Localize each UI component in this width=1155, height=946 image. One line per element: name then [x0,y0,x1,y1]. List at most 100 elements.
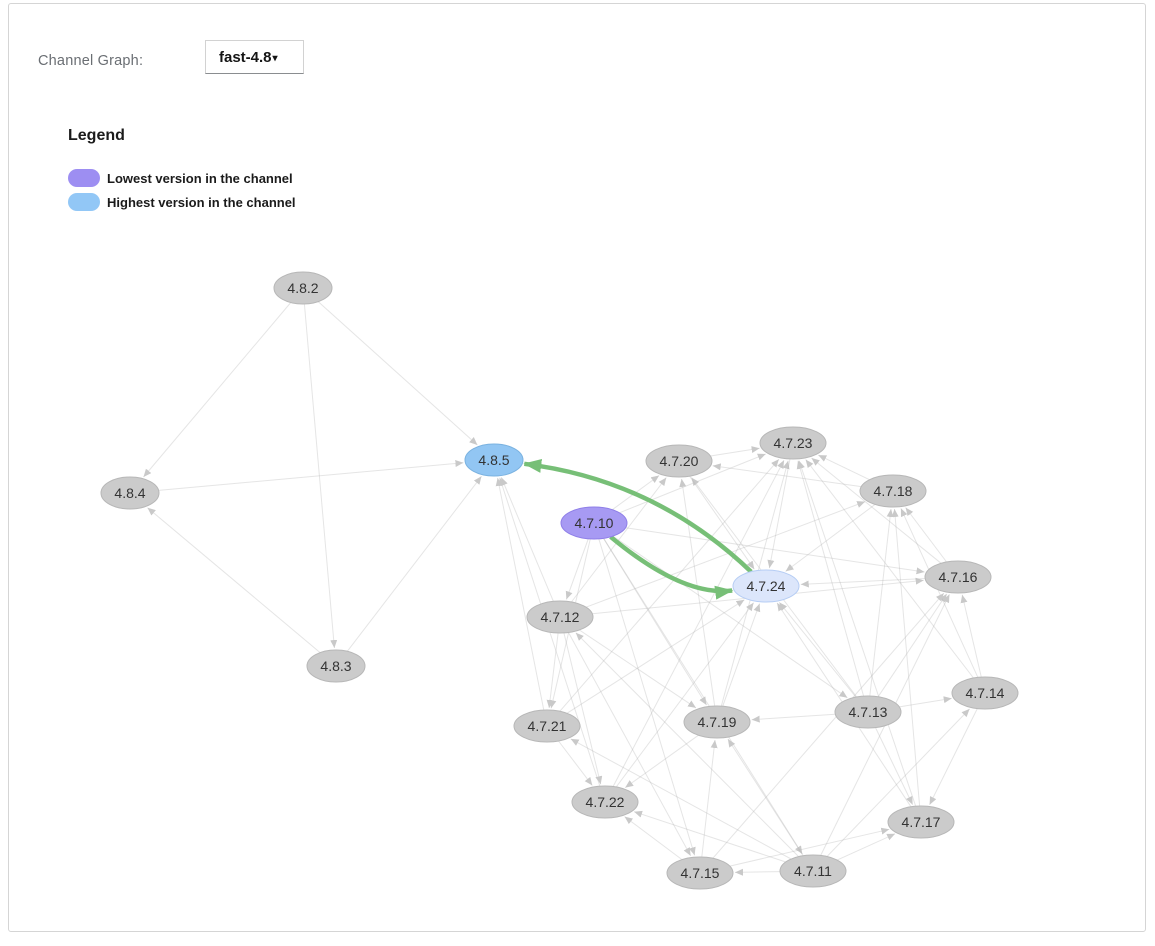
node-label: 4.7.19 [698,714,737,730]
node-label: 4.7.11 [794,863,832,879]
graph-edge-4.7.10-4.7.11 [603,538,803,855]
graph-edge-4.7.21-4.8.5 [495,477,545,711]
graph-edge-4.8.2-4.8.5 [317,301,478,446]
graph-node-4.8.5[interactable]: 4.8.5 [464,443,524,477]
node-ellipse [560,506,628,540]
node-label: 4.7.12 [541,609,580,625]
graph-edge-4.7.21-4.7.23 [559,458,780,712]
update-path-edge-4.7.10-4.7.24 [609,535,734,600]
graph-node-4.7.13[interactable]: 4.7.13 [834,695,902,729]
update-path-edge-4.7.24-4.8.5 [523,458,753,574]
legend-title: Legend [68,127,125,144]
channel-graph-label: Channel Graph: [38,53,144,69]
node-ellipse [273,271,333,305]
graph-node-4.7.16[interactable]: 4.7.16 [924,560,992,594]
graph-edge-4.7.14-4.7.17 [929,708,978,805]
graph-node-4.7.23[interactable]: 4.7.23 [759,426,827,460]
node-ellipse [859,474,927,508]
graph-edge-4.7.17-4.7.23 [798,460,917,807]
node-label: 4.7.14 [966,685,1005,701]
node-ellipse [571,785,639,819]
graph-edge-4.7.12-4.7.21 [546,632,559,709]
node-ellipse [666,856,734,890]
highest-version-swatch [68,193,100,211]
graph-edge-4.7.11-4.7.22 [633,810,786,863]
graph-edge-4.7.13-4.7.16 [877,593,948,698]
node-label: 4.7.21 [528,718,567,734]
graph-edge-4.7.10-4.7.15 [598,538,696,856]
node-label: 4.7.23 [774,435,813,451]
edges-layer [143,301,982,876]
graph-node-4.8.4[interactable]: 4.8.4 [100,476,160,510]
graph-edge-4.8.3-4.8.4 [147,507,321,653]
node-ellipse [100,476,160,510]
graph-edge-4.7.10-4.7.13 [612,535,848,699]
graph-edge-4.7.18-4.7.24 [785,503,876,572]
node-ellipse [951,676,1019,710]
graph-edge-4.7.15-4.7.17 [729,827,890,867]
node-ellipse [464,443,524,477]
graph-edge-4.7.11-4.7.21 [570,738,792,860]
graph-edge-4.7.11-4.7.15 [734,868,781,876]
graph-edge-4.7.11-4.7.17 [836,833,896,861]
graph-edge-4.7.19-4.7.24 [722,603,761,707]
node-label: 4.7.15 [681,865,720,881]
graph-edge-4.7.22-4.7.24 [615,602,755,788]
graph-edge-4.7.10-4.7.12 [565,538,589,600]
graph-edge-4.7.18-4.7.23 [818,454,870,481]
graph-node-4.7.18[interactable]: 4.7.18 [859,474,927,508]
graph-edge-4.7.17-4.7.18 [891,508,921,807]
graph-edge-4.7.13-4.7.19 [751,713,836,723]
node-label: 4.8.3 [320,658,351,674]
legend-item-highest: Highest version in the channel [68,193,296,211]
graph-edge-4.8.3-4.8.5 [346,475,482,652]
node-label: 4.7.16 [939,569,978,585]
graph-node-4.7.22[interactable]: 4.7.22 [571,785,639,819]
legend-item-label: Highest version in the channel [107,194,296,210]
graph-edge-4.7.11-4.7.14 [826,708,970,857]
graph-node-4.7.19[interactable]: 4.7.19 [683,705,751,739]
graph-node-4.7.17[interactable]: 4.7.17 [887,805,955,839]
graph-edge-4.7.19-4.7.20 [679,478,716,707]
graph-node-4.8.2[interactable]: 4.8.2 [273,271,333,305]
lowest-version-swatch [68,169,100,187]
graph-edge-4.7.10-4.7.19 [603,538,707,706]
graph-edge-4.7.11-4.7.12 [575,632,799,857]
node-label: 4.7.18 [874,483,913,499]
channel-graph-card [8,3,1146,932]
graph-node-4.7.21[interactable]: 4.7.21 [513,709,581,743]
graph-edge-4.7.14-4.7.23 [805,459,974,679]
node-ellipse [683,705,751,739]
graph-edge-4.7.13-4.7.14 [899,696,952,708]
node-ellipse [887,805,955,839]
graph-edge-4.7.12-4.8.5 [500,477,554,602]
node-label: 4.7.10 [575,515,614,531]
node-label: 4.8.5 [478,452,509,468]
graph-node-4.7.10[interactable]: 4.7.10 [560,506,628,540]
graph-node-4.7.12[interactable]: 4.7.12 [526,600,594,634]
graph-edge-4.7.16-4.7.23 [811,457,942,564]
node-ellipse [924,560,992,594]
caret-down-icon: ▾ [272,52,278,64]
graph-edge-4.7.12-4.7.15 [568,632,692,857]
graph-edge-4.7.14-4.7.16 [960,594,982,678]
graph-edge-4.7.13-4.7.18 [869,508,894,697]
graph-edge-4.7.13-4.7.23 [796,460,865,697]
node-label: 4.7.24 [747,578,786,594]
node-label: 4.8.2 [287,280,318,296]
graph-node-4.7.15[interactable]: 4.7.15 [666,856,734,890]
legend-item-label: Lowest version in the channel [107,170,293,186]
graph-edge-4.7.16-4.7.18 [905,507,947,563]
graph-edge-4.7.11-4.7.19 [727,738,804,856]
graph-node-4.7.24[interactable]: 4.7.24 [732,569,800,603]
legend-item-lowest: Lowest version in the channel [68,169,296,187]
graph-node-4.7.20[interactable]: 4.7.20 [645,444,713,478]
node-ellipse [779,854,847,888]
graph-edge-4.8.4-4.8.5 [158,460,464,491]
graph-edge-4.7.12-4.7.19 [579,629,697,709]
channel-select[interactable]: fast-4.8▾ [205,40,304,74]
graph-node-4.7.14[interactable]: 4.7.14 [951,676,1019,710]
graph-node-4.7.11[interactable]: 4.7.11 [779,854,847,888]
graph-node-4.8.3[interactable]: 4.8.3 [306,649,366,683]
